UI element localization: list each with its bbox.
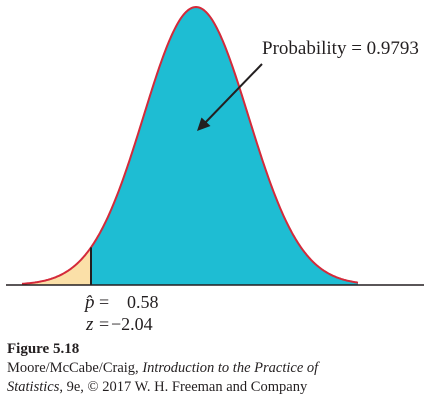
left-tail-region (22, 247, 91, 285)
z-symbol: z (85, 314, 94, 335)
probability-annotation: Probability = 0.9793 (262, 38, 419, 59)
z-equals: = (99, 314, 109, 334)
phat-symbol: p̂ (83, 292, 95, 313)
caption-authors: Moore/McCabe/Craig, (7, 360, 142, 376)
caption-book-title-b: Statistics (7, 379, 59, 395)
caption-line-1: Moore/McCabe/Craig, Introduction to the … (7, 359, 427, 378)
figure-label: Figure 5.18 (7, 340, 427, 359)
caption-line-2: Statistics, 9e, © 2017 W. H. Freeman and… (7, 378, 427, 397)
phat-equals: = (99, 292, 109, 312)
phat-value: 0.58 (127, 292, 159, 312)
caption-publisher: , 9e, © 2017 W. H. Freeman and Company (59, 379, 307, 395)
caption-book-title-a: Introduction to the Practice of (142, 360, 318, 376)
z-value: −2.04 (111, 314, 153, 334)
figure-caption: Figure 5.18 Moore/McCabe/Craig, Introduc… (7, 340, 427, 397)
